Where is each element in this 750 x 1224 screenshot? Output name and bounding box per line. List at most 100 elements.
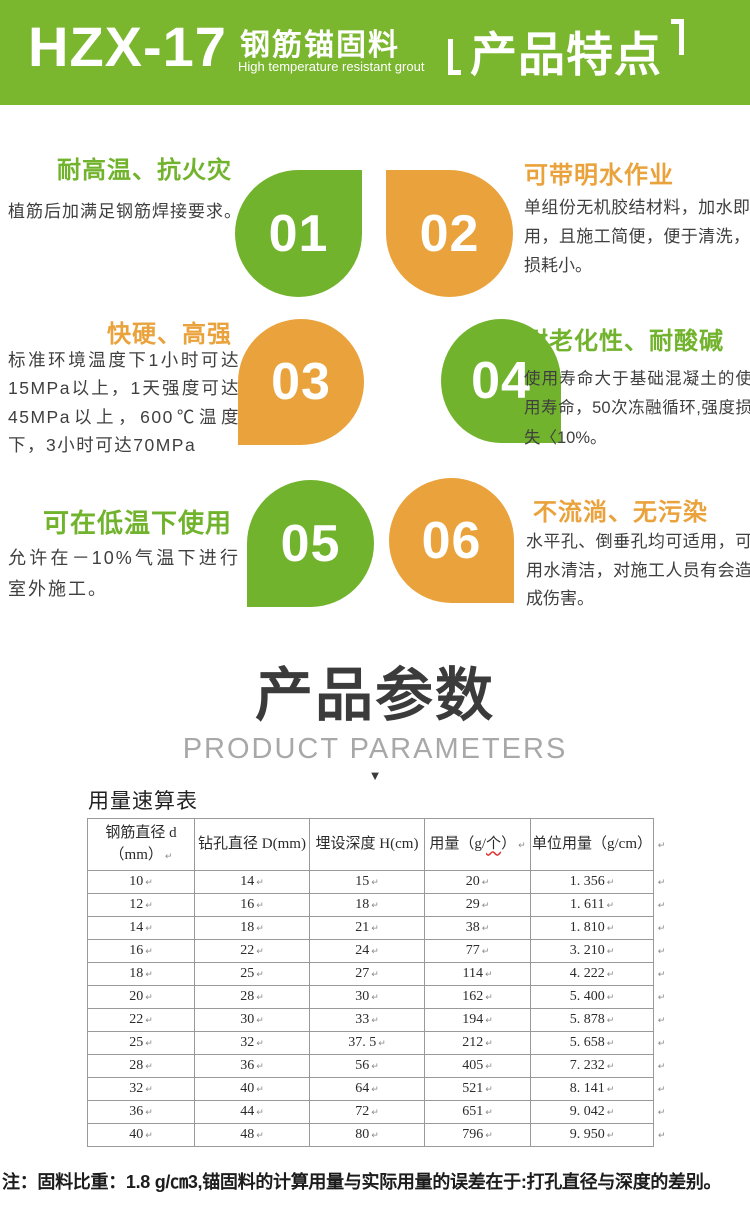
feature-4-desc: 使用寿命大于基础混凝土的使用寿命，50次冻融循环,强度损失〈10%。 [524,370,750,447]
table-cell: 24 ↵ [309,939,425,963]
table-cell: 8. 141 ↵ [530,1077,654,1101]
table-cell: 162 ↵ [424,985,531,1009]
table-row: 25 ↵ 32 ↵ 37. 5 ↵ 212 ↵ 5. 658 ↵ ↵ [87,1031,668,1055]
feature-1-title: 耐高温、抗火灾 [57,157,232,184]
table-row: 14 ↵ 18 ↵ 21 ↵ 38 ↵ 1. 810 ↵ ↵ [87,916,668,940]
feature-6-desc: 水平孔、倒垂孔均可适用，可用水清洁，对施工人员有会造成伤害。 [526,532,750,609]
table-cell: 21 ↵ [309,916,425,940]
table-cell: 3. 210 ↵ [530,939,654,963]
row-end-mark: ↵ [657,993,666,1003]
table-header-row: 钢筋直径 d （mm） ↵ 钻孔直径 D(mm) 埋设深度 H(cm) 用量（g/个） ↵… [87,818,668,871]
table-column-header: 钢筋直径 d （mm） ↵ [87,818,195,871]
page-header: HZX-17 钢筋锚固料 High temperature resistant … [0,0,750,105]
table-row: 16 ↵ 22 ↵ 24 ↵ 77 ↵ 3. 210 ↵ ↵ [87,939,668,963]
table-cell: 77 ↵ [424,939,531,963]
table-column-header: 用量（g/个） ↵ [424,818,531,871]
table-cell: 36 ↵ [87,1100,195,1124]
footer-note: 注：固料比重：1.8 g/㎝3,锚固料的计算用量与实际用量的误差在于:打孔直径与… [2,1172,722,1192]
feature-2-badge: 02 [386,170,513,297]
table-cell: 27 ↵ [309,962,425,986]
table-cell: 64 ↵ [309,1077,425,1101]
corner-bracket-left [448,39,461,75]
table-cell: 194 ↵ [424,1008,531,1032]
table-cell: 212 ↵ [424,1031,531,1055]
table-cell: 5. 878 ↵ [530,1008,654,1032]
table-cell: 25 ↵ [194,962,310,986]
feature-6-title: 不流淌、无污染 [533,499,708,526]
section-title-text: 产品特点 [470,28,662,81]
row-end-mark: ↵ [657,1016,666,1026]
feature-3-desc: 标准环境温度下1小时可达15MPa以上，1天强度可达45MPa以上，600℃温度… [8,350,240,456]
table-cell: 12 ↵ [87,893,195,917]
table-cell: 28 ↵ [194,985,310,1009]
table-cell: 22 ↵ [194,939,310,963]
row-end-mark: ↵ [657,970,666,980]
section-title-features: 产品特点 [448,16,748,85]
table-cell: 16 ↵ [194,893,310,917]
section-subtitle-parameters: PRODUCT PARAMETERS [182,733,568,765]
feature-6-badge: 06 [389,478,514,603]
feature-4-badge: 04 [441,319,561,443]
table-cell: 15 ↵ [309,870,425,894]
feature-1-badge: 01 [235,170,362,297]
table-cell: 9. 042 ↵ [530,1100,654,1124]
row-end-mark: ↵ [657,1108,666,1118]
row-end-mark: ↵ [657,1131,666,1141]
table-cell: 22 ↵ [87,1008,195,1032]
table-row: 18 ↵ 25 ↵ 27 ↵ 114 ↵ 4. 222 ↵ ↵ [87,962,668,986]
table-cell: 1. 356 ↵ [530,870,654,894]
feature-4-title: 耐老化性、耐酸碱 [524,328,724,355]
table-cell: 651 ↵ [424,1100,531,1124]
feature-3-badge: 03 [238,319,364,445]
table-cell: 18 ↵ [194,916,310,940]
row-end-mark: ↵ [657,947,666,957]
table-row: 32 ↵ 40 ↵ 64 ↵ 521 ↵ 8. 141 ↵ ↵ [87,1077,668,1101]
table-cell: 33 ↵ [309,1008,425,1032]
table-cell: 80 ↵ [309,1123,425,1147]
table-cell: 28 ↵ [87,1054,195,1078]
table-row: 12 ↵ 16 ↵ 18 ↵ 29 ↵ 1. 611 ↵ ↵ [87,893,668,917]
table-cell: 37. 5 ↵ [309,1031,425,1055]
table-cell: 25 ↵ [87,1031,195,1055]
table-cell: 14 ↵ [194,870,310,894]
usage-table-head: 钢筋直径 d （mm） ↵ 钻孔直径 D(mm) 埋设深度 H(cm) 用量（g/个） ↵… [87,818,668,871]
table-cell: 9. 950 ↵ [530,1123,654,1147]
usage-table-label: 用量速算表 [88,790,198,813]
row-end-mark: ↵ [657,1062,666,1072]
table-cell: 38 ↵ [424,916,531,940]
table-cell: 72 ↵ [309,1100,425,1124]
row-end-mark: ↵ [657,1039,666,1049]
table-cell: 40 ↵ [87,1123,195,1147]
table-column-header: 钻孔直径 D(mm) [194,818,310,871]
table-cell: 114 ↵ [424,962,531,986]
table-cell: 10 ↵ [87,870,195,894]
row-end-mark: ↵ [657,840,666,851]
feature-5-badge: 05 [247,480,374,607]
table-cell: 32 ↵ [194,1031,310,1055]
table-cell: 1. 810 ↵ [530,916,654,940]
feature-5-title: 可在低温下使用 [42,508,232,538]
table-cell: 20 ↵ [424,870,531,894]
corner-bracket-right [671,19,684,55]
usage-table: 钢筋直径 d （mm） ↵ 钻孔直径 D(mm) 埋设深度 H(cm) 用量（g/个） ↵… [87,818,668,1147]
row-end-mark: ↵ [657,1085,666,1095]
feature-2-title: 可带明水作业 [524,162,674,189]
table-row: 28 ↵ 36 ↵ 56 ↵ 405 ↵ 7. 232 ↵ ↵ [87,1054,668,1078]
table-cell: 521 ↵ [424,1077,531,1101]
table-cell: 30 ↵ [194,1008,310,1032]
table-cell: 30 ↵ [309,985,425,1009]
table-column-header: 单位用量（g/cm） [530,818,654,871]
feature-1-desc: 植筋后加满足钢筋焊接要求。 [8,202,242,221]
table-cell: 16 ↵ [87,939,195,963]
product-name-cn: 钢筋锚固料 [240,29,400,62]
table-cell: 36 ↵ [194,1054,310,1078]
down-triangle-icon: ▼ [368,768,382,783]
feature-3-title: 快硬、高强 [107,321,232,348]
table-cell: 5. 400 ↵ [530,985,654,1009]
feature-5-desc: 允许在－10%气温下进行室外施工。 [8,548,240,599]
table-cell: 14 ↵ [87,916,195,940]
table-cell: 29 ↵ [424,893,531,917]
table-row: 22 ↵ 30 ↵ 33 ↵ 194 ↵ 5. 878 ↵ ↵ [87,1008,668,1032]
product-name-en: High temperature resistant grout [238,59,425,74]
